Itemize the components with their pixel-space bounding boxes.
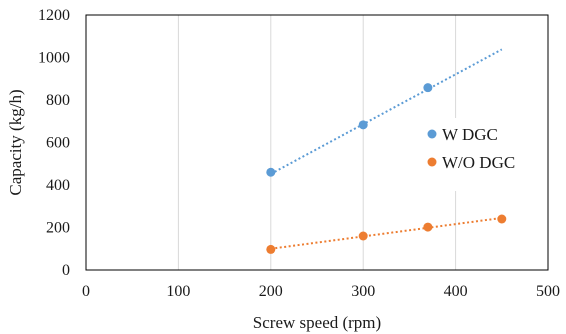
data-point-w-o-dgc <box>358 231 368 241</box>
legend-marker <box>427 157 437 167</box>
data-point-w-o-dgc <box>266 244 276 254</box>
y-tick-label: 1200 <box>38 7 70 24</box>
x-tick-label: 100 <box>166 283 190 300</box>
legend-box <box>418 118 528 191</box>
data-point-w-o-dgc <box>423 222 433 232</box>
x-axis-title: Screw speed (rpm) <box>253 313 381 332</box>
gridlines <box>177 15 457 270</box>
x-tick-label: 400 <box>444 283 468 300</box>
trendline-w-o-dgc <box>270 216 502 250</box>
x-tick-label: 300 <box>351 283 375 300</box>
x-tick-label: 200 <box>259 283 283 300</box>
legend-label: W DGC <box>442 125 498 144</box>
y-axis-tick-labels: 0 200 400 600 800 1000 1200 <box>38 7 70 279</box>
data-point-w-dgc <box>358 120 368 130</box>
y-tick-label: 0 <box>62 262 70 279</box>
x-tick-label: 500 <box>536 283 560 300</box>
y-axis-title: Capacity (kg/h) <box>6 89 25 195</box>
trendline-w-dgc <box>270 48 503 175</box>
y-tick-label: 200 <box>46 220 70 237</box>
legend: W DGC W/O DGC <box>418 118 528 191</box>
legend-label: W/O DGC <box>442 153 515 172</box>
legend-marker <box>427 129 437 139</box>
y-tick-label: 1000 <box>38 50 70 67</box>
y-tick-label: 600 <box>46 135 70 152</box>
x-axis-tick-labels: 0 100 200 300 400 500 <box>82 283 560 300</box>
trendlines <box>270 48 503 250</box>
data-point-w-dgc <box>423 83 433 93</box>
data-points <box>266 83 507 254</box>
y-tick-label: 400 <box>46 177 70 194</box>
y-tick-label: 800 <box>46 92 70 109</box>
plot-area-frame <box>85 14 549 271</box>
x-tick-label: 0 <box>82 283 90 300</box>
data-point-w-dgc <box>266 167 276 177</box>
data-point-w-o-dgc <box>497 214 507 224</box>
